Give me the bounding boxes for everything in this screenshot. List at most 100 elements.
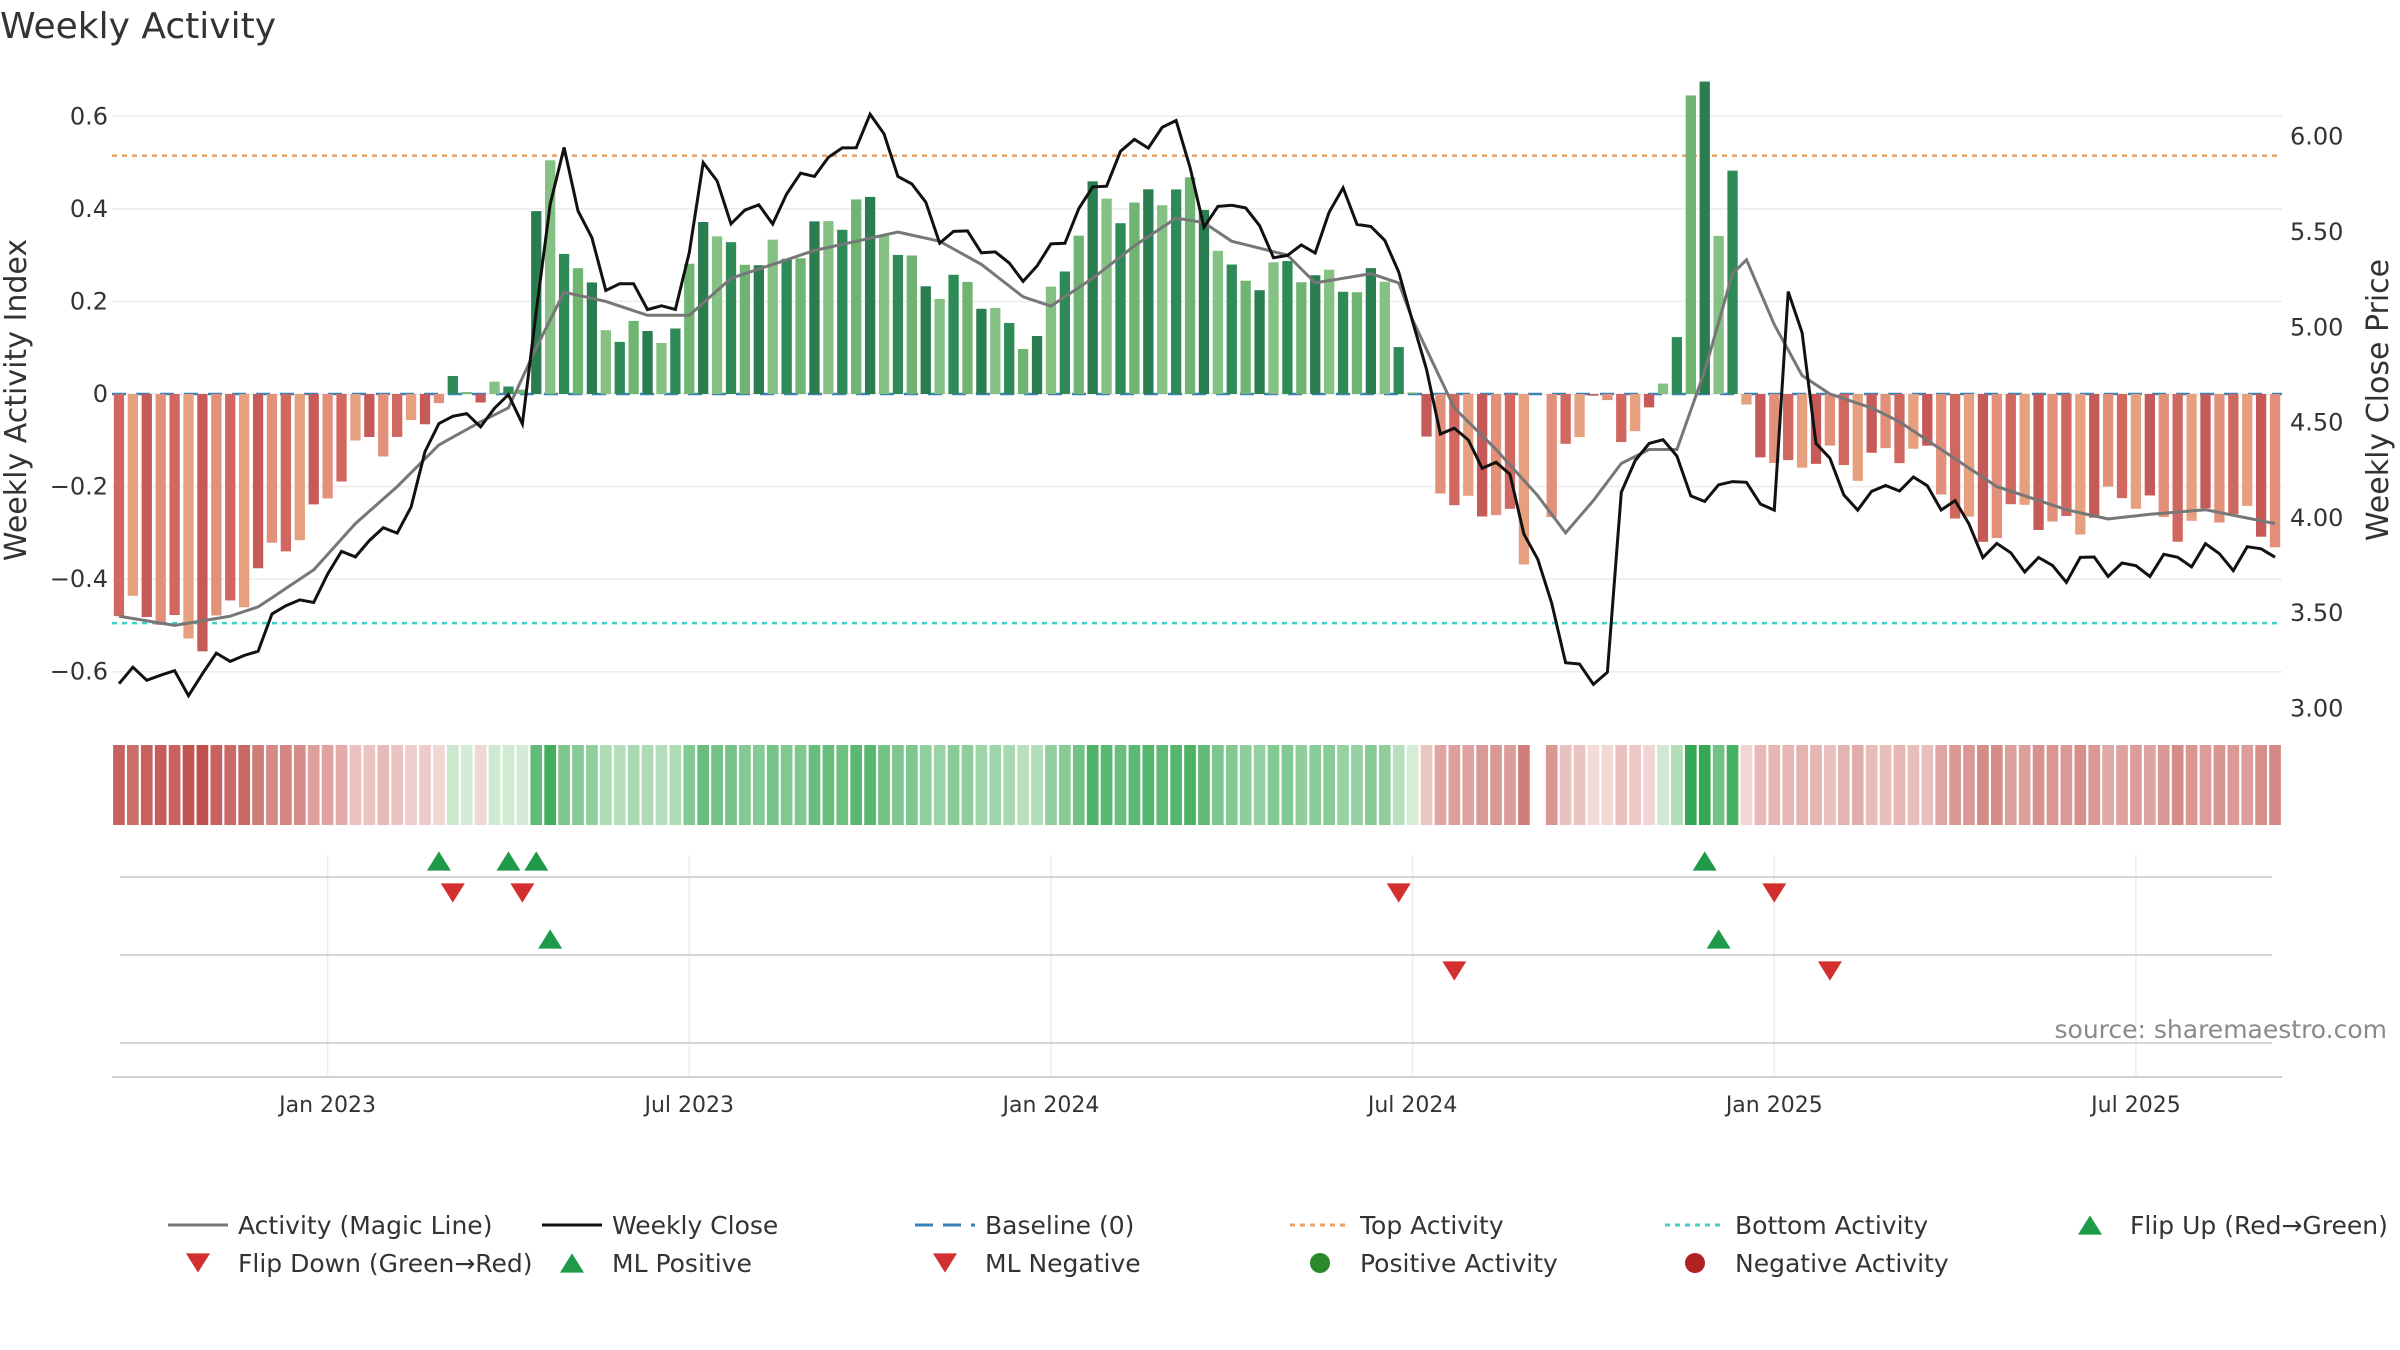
flip-down-marker [1762,883,1787,903]
x-tick-label: Jul 2023 [643,1093,735,1118]
y-tick-label: −0.6 [50,658,108,686]
legend-item: Positive Activity [1310,1249,1558,1278]
activity-bar [1908,394,1919,449]
activity-bar [1017,348,1029,394]
heat-cell [1921,745,1934,825]
y-tick-label: 0.4 [70,195,108,223]
heat-cell [1573,745,1586,825]
activity-bar [1059,271,1070,394]
activity-bar [1087,181,1098,394]
activity-bar [447,375,458,394]
activity-bar [1838,394,1849,466]
activity-bar [628,320,639,394]
heat-cell [739,745,751,825]
activity-bar [2255,394,2267,537]
activity-bar [1546,394,1557,518]
heat-cell [460,745,473,825]
heat-cell [572,745,584,825]
activity-bar [558,253,570,394]
activity-bar [1643,394,1655,408]
activity-bar [1004,322,1015,394]
activity-bar [489,381,500,394]
heat-cell [975,745,988,825]
heat-cell [961,745,974,825]
activity-bar [1657,383,1669,394]
activity-bar [1184,177,1196,394]
activity-bar [781,258,792,394]
y2-axis-ticks: 3.00 3.50 4.00 4.50 5.00 5.50 6.00 [2290,123,2343,723]
legend-label: ML Positive [612,1249,752,1278]
activity-bar [1769,394,1780,463]
heat-cell [1698,745,1711,825]
legend-label: Top Activity [1359,1211,1504,1240]
heat-cell [2269,745,2281,825]
heat-cell [154,745,167,825]
x-tick-label: Jul 2025 [2089,1093,2181,1118]
heat-cell [210,745,223,825]
heat-cell [1615,745,1628,825]
y2-tick-label: 6.00 [2290,123,2343,151]
activity-bar [1463,394,1474,496]
flip-up-marker [1706,929,1731,949]
heat-cell [224,745,237,825]
activity-bar [169,394,180,615]
activity-bar [1407,392,1418,394]
legend-swatch [1685,1253,1705,1273]
activity-bar [837,229,848,394]
activity-bar [906,255,917,394]
chart-title: Weekly Activity [0,6,276,47]
activity-bar [1560,394,1571,444]
activity-bar [2144,394,2155,496]
heat-cell [196,745,209,825]
heat-cell [1810,745,1822,825]
heat-cell [1865,745,1878,825]
heat-cell [544,745,557,825]
activity-bar [2269,394,2281,548]
x-tick-label: Jan 2025 [1724,1093,1823,1118]
activity-bar [1115,223,1126,394]
activity-bar [948,274,959,394]
activity-bar [962,281,973,394]
activity-bar [1922,394,1933,446]
activity-bar [225,394,236,601]
activity-bar [934,298,945,394]
heat-cell [725,745,737,825]
heat-cell [1198,745,1210,825]
heat-cell [864,745,876,825]
heat-cell [1796,745,1808,825]
legend-item: Top Activity [1290,1211,1504,1240]
heat-cell [1295,745,1308,825]
heat-cell [1072,745,1085,825]
activity-bar [1324,269,1335,394]
heat-cell [2255,745,2267,825]
activity-bar [183,394,194,639]
activity-bar [1574,394,1585,438]
heat-cell [1740,745,1753,825]
heat-cell [1754,745,1767,825]
activity-bar [1741,394,1752,405]
x-tick-label: Jan 2024 [1000,1093,1099,1118]
legend-item: Baseline (0) [915,1211,1134,1240]
activity-bar [1963,394,1975,517]
activity-bar [197,394,208,652]
activity-bar [1602,394,1613,401]
heat-cell [474,745,487,825]
heat-cell [2241,745,2254,825]
heat-cell [1184,745,1196,825]
heat-cell [1768,745,1781,825]
heat-cell [1434,745,1447,825]
activity-bar [1073,235,1084,394]
heat-cell [168,745,181,825]
heat-cell [1392,745,1405,825]
activity-bar [1880,394,1891,449]
activity-bar [614,341,625,394]
activity-bar [1671,337,1683,394]
activity-bar [1435,394,1446,494]
heat-cell [627,745,640,825]
legend-item: Weekly Close [542,1211,778,1240]
activity-bar [920,286,931,394]
heat-cell [2199,745,2212,825]
activity-bar [1157,205,1168,394]
heat-cell [1907,745,1920,825]
activity-bar [1393,347,1404,394]
